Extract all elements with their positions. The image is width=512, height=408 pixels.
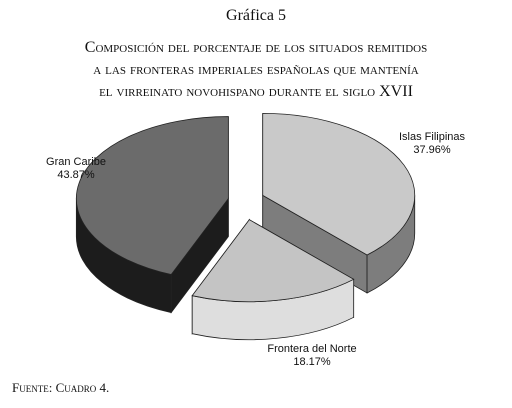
slice-top	[262, 112, 416, 256]
slice-value-label: 18.17%	[293, 356, 331, 368]
slice-label: Frontera del Norte	[267, 343, 356, 355]
chart-label: Gráfica 5	[226, 7, 286, 24]
slice-value-label: 37.96%	[413, 144, 451, 156]
slice	[191, 218, 355, 341]
slice-value-label: 43.87%	[57, 169, 95, 181]
slice-top	[75, 116, 229, 275]
chart-title: el virreinato novohispano durante el sig…	[99, 83, 413, 100]
source: Fuente: Cuadro 4.	[12, 380, 109, 395]
slice-label: Gran Caribe	[46, 156, 106, 168]
chart-title: a las fronteras imperiales españolas que…	[93, 61, 419, 78]
slice	[262, 112, 416, 294]
slice-top	[191, 219, 355, 303]
chart-title: Composición del porcentaje de los situad…	[85, 39, 427, 56]
slice-label: Islas Filipinas	[399, 131, 466, 143]
slice	[75, 116, 229, 314]
